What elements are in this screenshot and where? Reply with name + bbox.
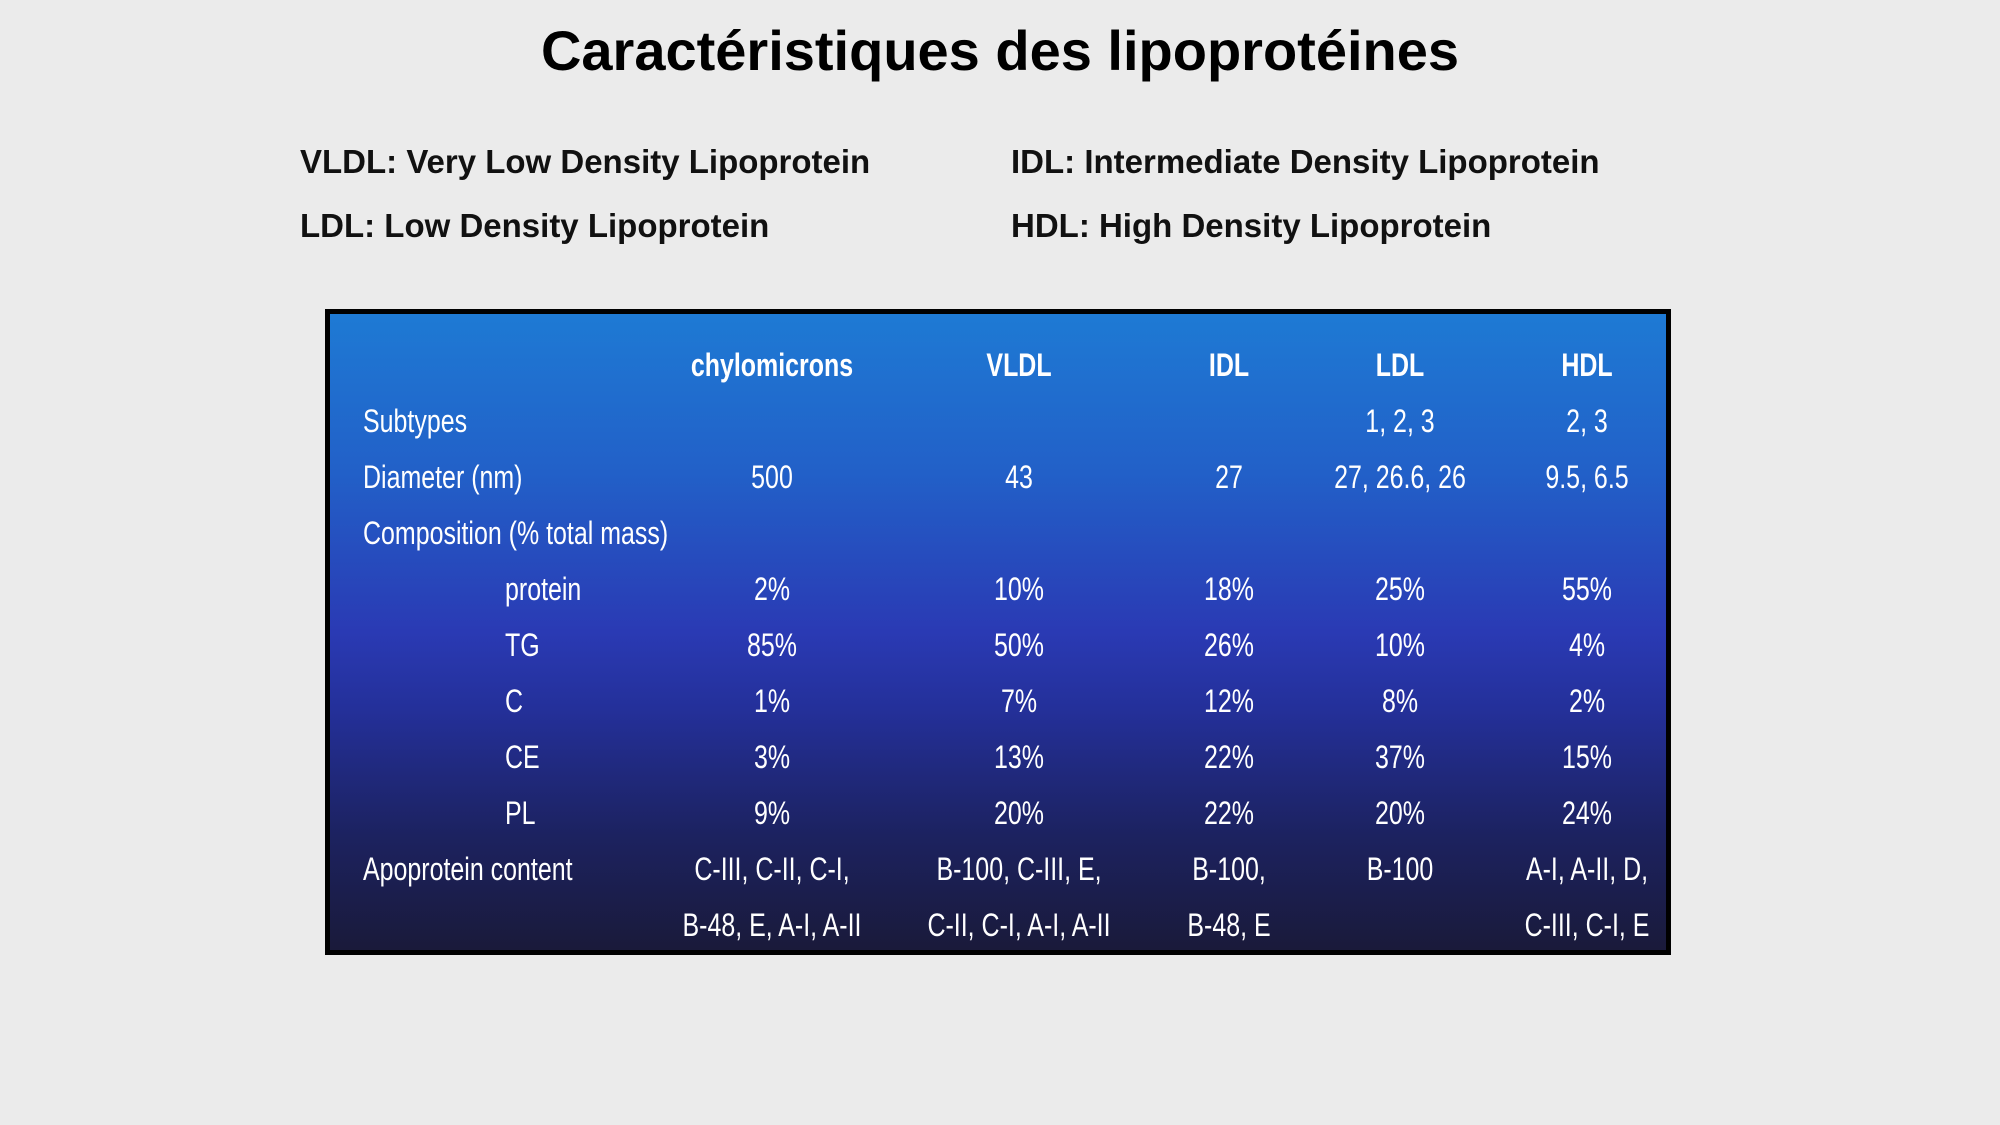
table-cell: 22% bbox=[1204, 795, 1254, 831]
table-cell: 8% bbox=[1381, 683, 1419, 719]
lipoprotein-table: chylomicrons VLDL IDL LDL HDL Subtypes 1, 2, 3… bbox=[325, 309, 1671, 955]
table-cell: 7% bbox=[1000, 683, 1038, 719]
row-label: Diameter (nm) bbox=[363, 459, 523, 495]
row-label: Subtypes bbox=[363, 403, 468, 439]
table-cell: 500 bbox=[751, 459, 793, 495]
table-cell: B-100 bbox=[1366, 851, 1434, 887]
table-cell: 25% bbox=[1375, 571, 1425, 607]
table-cell: 10% bbox=[994, 571, 1044, 607]
table-cell: 27, 26.6, 26 bbox=[1334, 459, 1466, 495]
definition-vldl: VLDL: Very Low Density Lipoprotein bbox=[300, 143, 871, 180]
definition-hdl: HDL: High Density Lipoprotein bbox=[1011, 207, 1492, 244]
column-header: HDL bbox=[1561, 347, 1613, 383]
column-header: VLDL bbox=[986, 347, 1052, 383]
table-cell: B-100, bbox=[1192, 851, 1266, 887]
table-cell: 20% bbox=[1375, 795, 1425, 831]
row-label: PL bbox=[505, 795, 536, 831]
definition-idl: IDL: Intermediate Density Lipoprotein bbox=[1011, 143, 1600, 180]
table-cell: 12% bbox=[1204, 683, 1254, 719]
table-cell: 9.5, 6.5 bbox=[1545, 459, 1629, 495]
table-cell: 3% bbox=[753, 739, 791, 775]
table-cell: 85% bbox=[747, 627, 797, 663]
column-header: LDL bbox=[1375, 347, 1425, 383]
slide-title: Caractéristiques des lipoprotéines bbox=[540, 19, 1460, 82]
table-cell: C-III, C-I, E bbox=[1524, 907, 1650, 943]
table-cell: 2% bbox=[1568, 683, 1606, 719]
table-cell: B-48, E bbox=[1187, 907, 1271, 943]
table-cell: 4% bbox=[1568, 627, 1606, 663]
table-cell: 2, 3 bbox=[1566, 403, 1608, 439]
table-cell: 10% bbox=[1375, 627, 1425, 663]
row-label: C bbox=[505, 683, 524, 719]
table-cell: 18% bbox=[1204, 571, 1254, 607]
table-cell: 20% bbox=[994, 795, 1044, 831]
table-cell: 37% bbox=[1375, 739, 1425, 775]
table-cell: 2% bbox=[753, 571, 791, 607]
table-cell: 22% bbox=[1204, 739, 1254, 775]
table-cell: C-II, C-I, A-I, A-II bbox=[927, 907, 1111, 943]
table-cell: C-III, C-II, C-I, bbox=[694, 851, 850, 887]
definition-ldl: LDL: Low Density Lipoprotein bbox=[300, 207, 770, 244]
table-cell: 43 bbox=[1005, 459, 1033, 495]
table-cell: 26% bbox=[1204, 627, 1254, 663]
table-cell: 55% bbox=[1562, 571, 1612, 607]
column-header: chylomicrons bbox=[690, 347, 854, 383]
table-cell: 15% bbox=[1562, 739, 1612, 775]
table-cell: 9% bbox=[753, 795, 791, 831]
table-cell: B-48, E, A-I, A-II bbox=[682, 907, 862, 943]
table-cell: 50% bbox=[994, 627, 1044, 663]
row-label: Apoprotein content bbox=[363, 851, 573, 887]
table-cell: 1, 2, 3 bbox=[1365, 403, 1435, 439]
row-label: CE bbox=[505, 739, 540, 775]
table-cell: 27 bbox=[1215, 459, 1243, 495]
row-label: Composition (% total mass) bbox=[363, 515, 669, 551]
table-cell: 13% bbox=[994, 739, 1044, 775]
table-cell: A-I, A-II, D, bbox=[1525, 851, 1649, 887]
column-header: IDL bbox=[1208, 347, 1250, 383]
table-cell: B-100, C-III, E, bbox=[936, 851, 1102, 887]
row-label: protein bbox=[505, 571, 582, 607]
table-cell: 24% bbox=[1562, 795, 1612, 831]
row-label: TG bbox=[505, 627, 540, 663]
table-cell: 1% bbox=[753, 683, 791, 719]
